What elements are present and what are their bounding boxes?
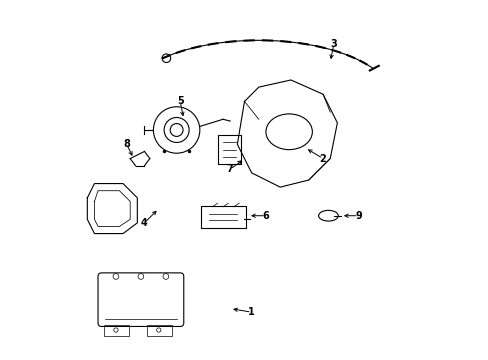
Text: 9: 9 <box>355 211 362 221</box>
Text: 1: 1 <box>248 307 255 317</box>
Text: 5: 5 <box>177 96 183 107</box>
Text: 7: 7 <box>226 164 233 174</box>
Text: 3: 3 <box>330 39 337 49</box>
Text: 4: 4 <box>141 218 147 228</box>
Text: 2: 2 <box>319 154 326 163</box>
Text: 8: 8 <box>123 139 130 149</box>
Text: 6: 6 <box>262 211 269 221</box>
